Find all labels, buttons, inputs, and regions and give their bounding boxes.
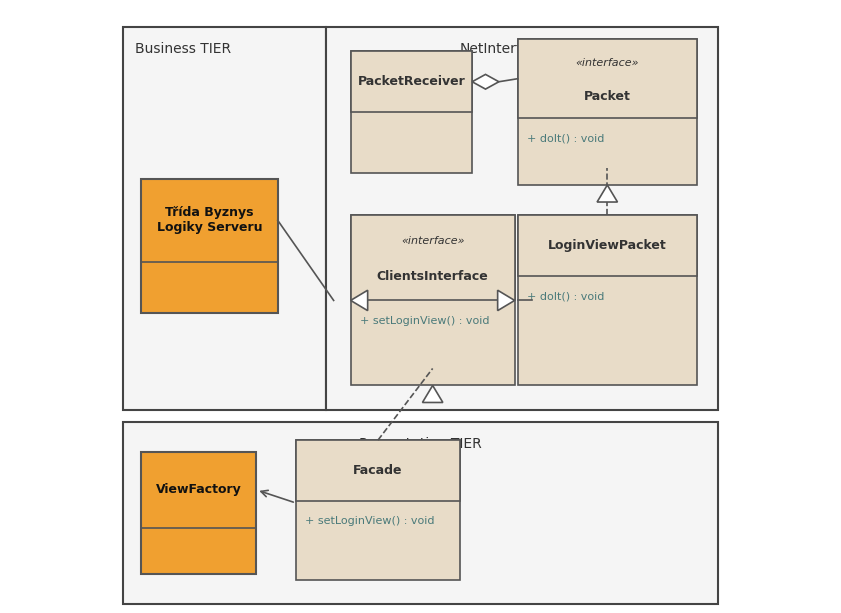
Text: + doIt() : void: + doIt() : void <box>526 291 604 302</box>
Bar <box>351 51 472 173</box>
Text: + setLoginView() : void: + setLoginView() : void <box>360 316 489 326</box>
Bar <box>518 39 697 185</box>
Bar <box>326 27 718 409</box>
Text: ViewFactory: ViewFactory <box>156 484 241 497</box>
Polygon shape <box>472 74 499 89</box>
Text: ClientsInterface: ClientsInterface <box>377 270 489 283</box>
Bar <box>296 440 460 501</box>
Text: «interface»: «interface» <box>575 58 639 68</box>
Bar <box>518 215 697 276</box>
Polygon shape <box>498 290 515 311</box>
Bar <box>296 440 460 580</box>
Bar <box>123 422 718 604</box>
Text: NetInterface: NetInterface <box>459 42 546 56</box>
Text: Prezentation TIER: Prezentation TIER <box>359 437 482 451</box>
Text: Facade: Facade <box>353 464 403 477</box>
Text: «interface»: «interface» <box>401 236 464 246</box>
Text: + doIt() : void: + doIt() : void <box>526 134 604 143</box>
Bar <box>518 39 697 118</box>
Bar <box>351 215 515 300</box>
Text: Třída Byznys
Logiky Serveru: Třída Byznys Logiky Serveru <box>156 207 262 234</box>
Text: PacketReceiver: PacketReceiver <box>357 75 465 88</box>
Bar <box>141 452 257 574</box>
Text: LoginViewPacket: LoginViewPacket <box>548 239 667 253</box>
Bar <box>351 51 472 112</box>
Text: + setLoginView() : void: + setLoginView() : void <box>305 516 435 526</box>
Polygon shape <box>597 185 617 202</box>
Bar <box>123 27 326 409</box>
Bar <box>518 215 697 386</box>
Polygon shape <box>351 290 368 311</box>
Bar <box>141 179 278 313</box>
Text: Packet: Packet <box>584 89 631 102</box>
Bar <box>351 215 515 386</box>
Text: Business TIER: Business TIER <box>135 42 231 56</box>
Polygon shape <box>422 386 443 403</box>
